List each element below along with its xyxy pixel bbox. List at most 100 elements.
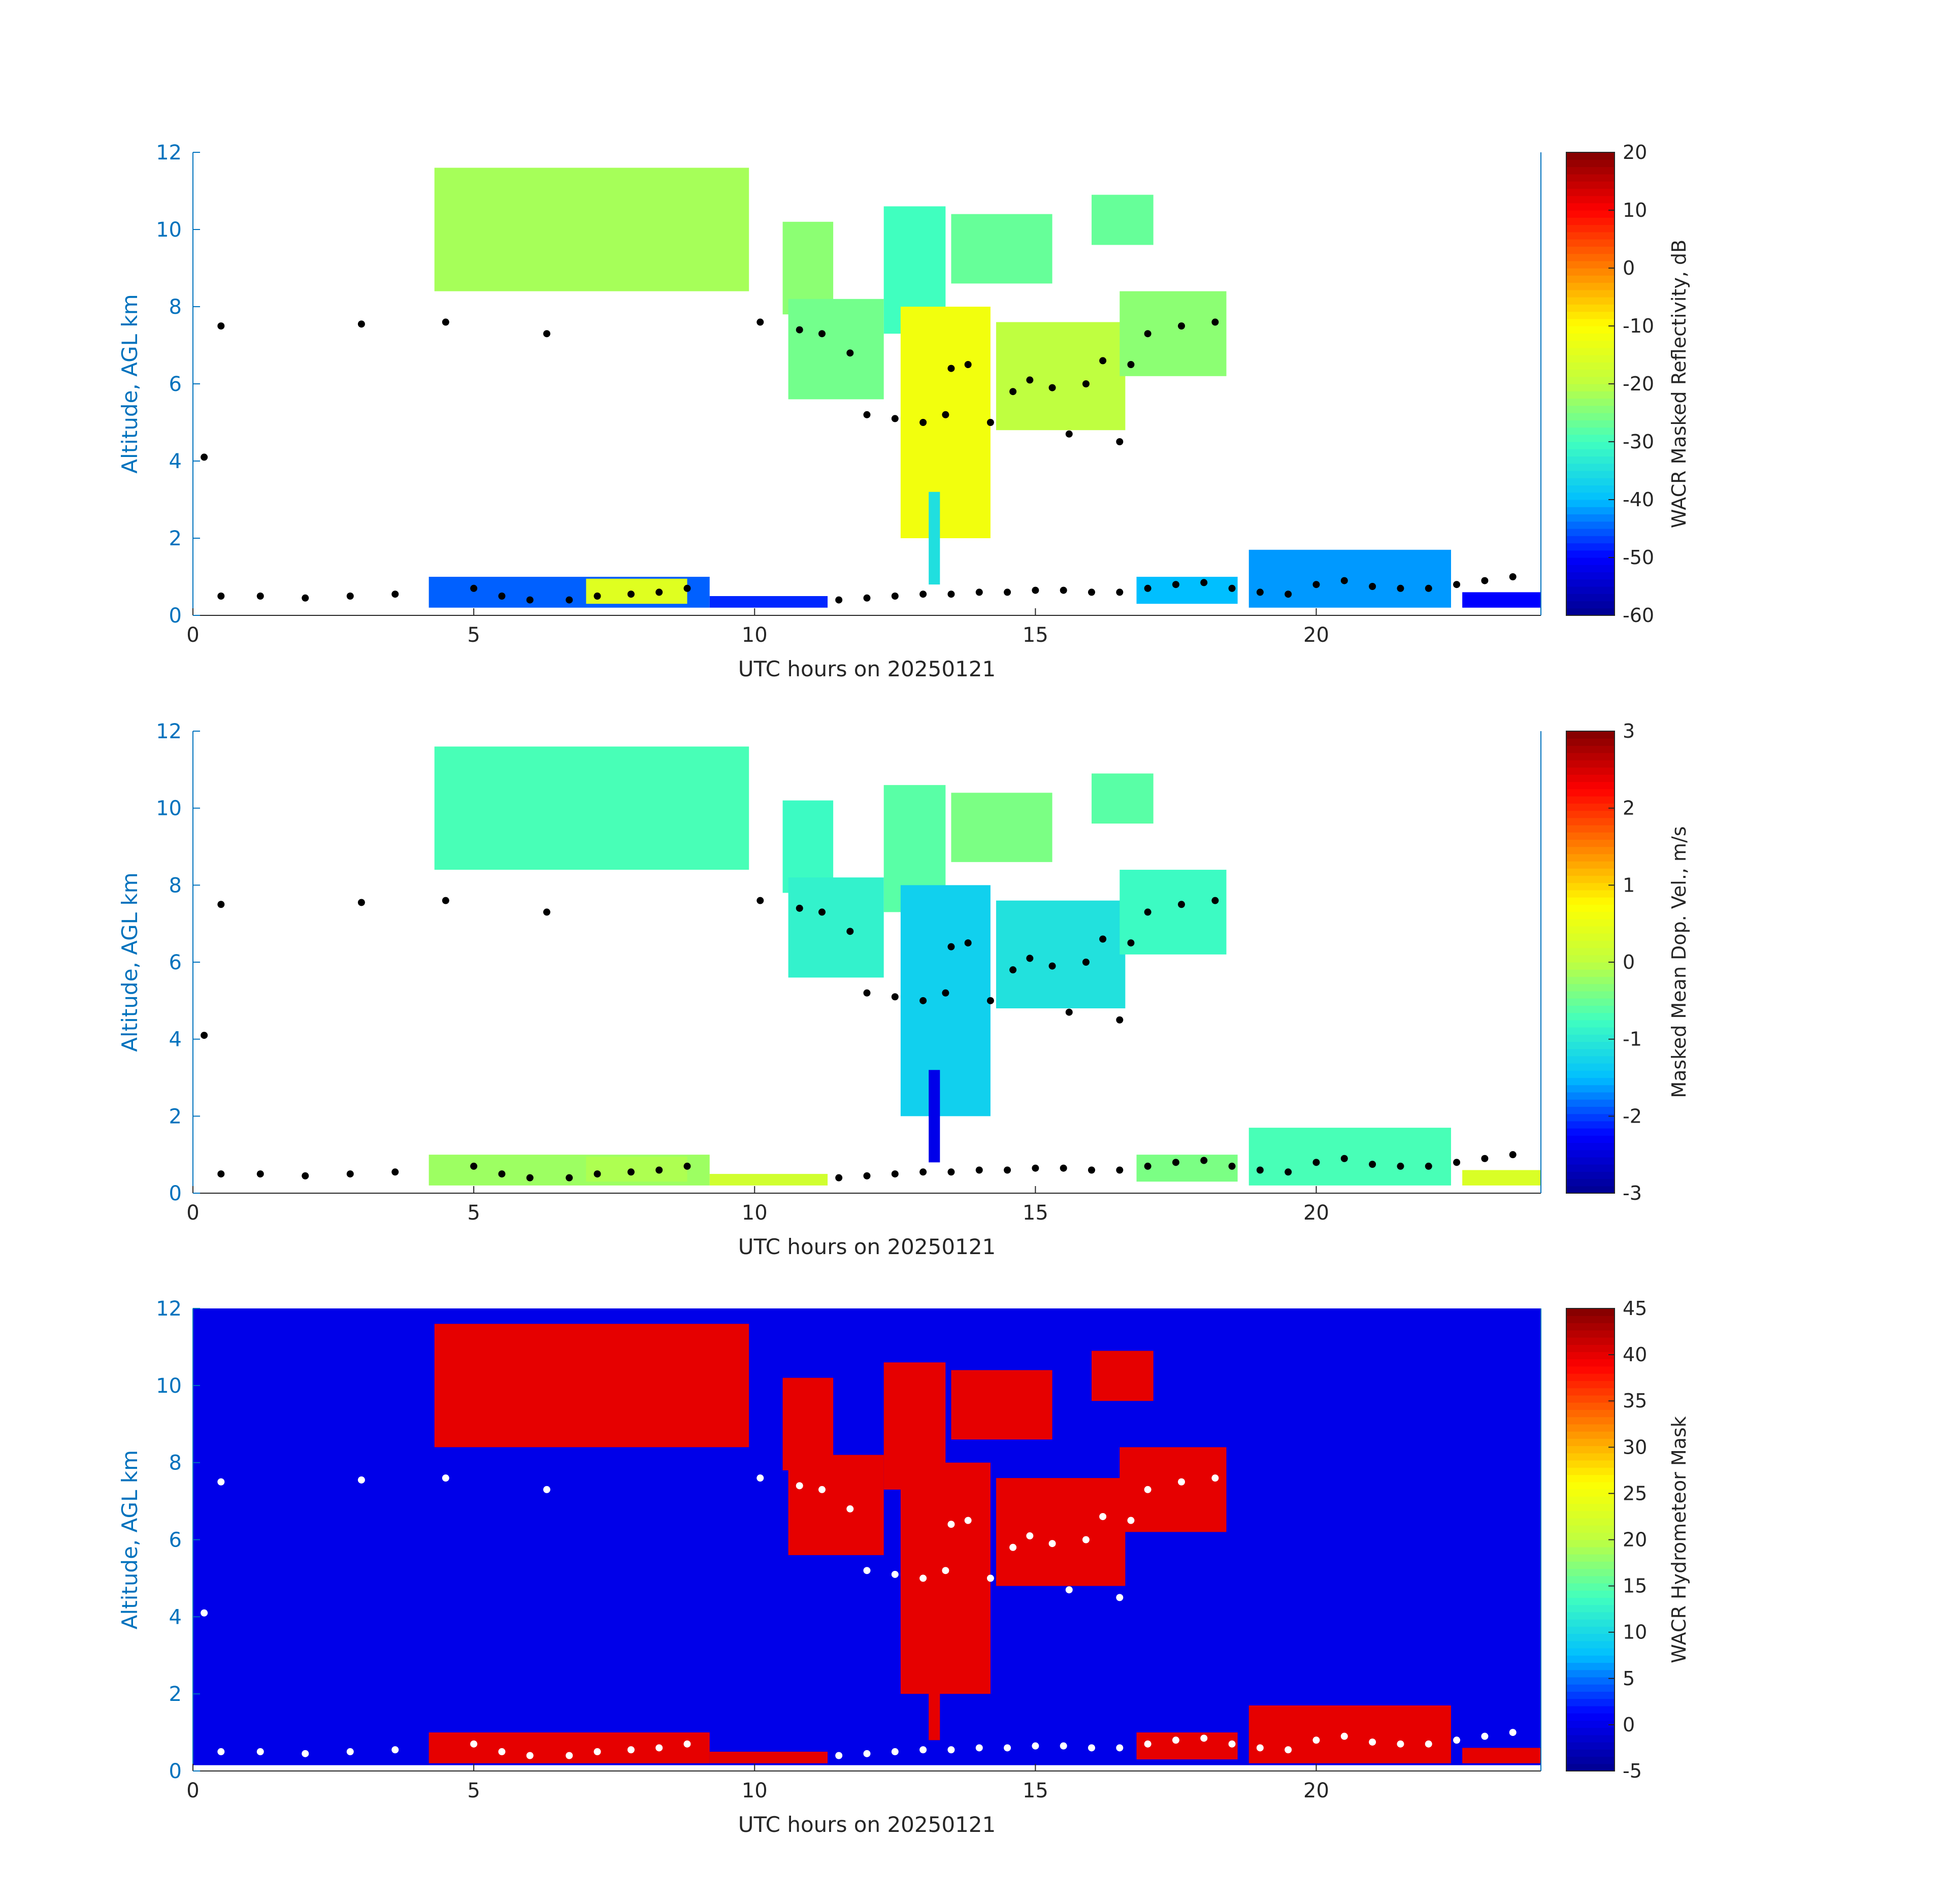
data-cell [586,578,687,604]
colorbar-segment [1566,1402,1615,1410]
colorbar-segment [1566,1547,1615,1555]
colorbar-segment [1566,1352,1615,1360]
cloud-base-point [1481,1155,1489,1162]
colorbar-tick-label: 10 [1623,199,1647,221]
y-axis-label: Altitude, AGL km [117,294,142,473]
colorbar-segment [1566,1677,1615,1685]
cloud-base-point [1312,581,1320,588]
cloud-base-point [1060,1742,1067,1750]
cloud-base-point [796,904,803,912]
colorbar-segment [1566,962,1615,970]
cloud-base-point [891,593,899,600]
y-tick-label: 10 [156,797,182,820]
colorbar-tick-label: -5 [1623,1760,1642,1782]
colorbar-segment [1566,224,1615,233]
colorbar-tick-label: -10 [1623,315,1654,337]
cloud-base-point [1172,1159,1179,1166]
cloud-base-point [217,1748,225,1756]
x-axis-label: UTC hours on 20250121 [738,1812,996,1837]
data-cell [1120,1447,1227,1532]
colorbar-segment [1566,1106,1615,1114]
colorbar-segment [1566,1344,1615,1353]
data-cell [929,491,940,585]
cloud-base-point [1082,959,1090,966]
data-cell [1136,1155,1238,1182]
cloud-base-point [1116,1016,1124,1024]
cloud-base-point [1144,1486,1151,1493]
cloud-base-point [1144,1162,1151,1170]
colorbar-segment [1566,1186,1615,1194]
data-cell [900,1462,991,1694]
data-cell [586,1734,687,1760]
cloud-base-point [964,939,972,947]
colorbar: -60 -50 -40 -30 -20 -10 0 10 20 WACR Masked Refle… [1566,141,1690,627]
colorbar-segment [1566,347,1615,355]
cloud-base-point [627,590,635,598]
colorbar-segment [1566,1417,1615,1425]
cloud-base-point [346,1748,354,1756]
colorbar-tick-label: 25 [1623,1482,1647,1504]
cloud-base-point [835,1174,843,1181]
colorbar-segment [1566,731,1615,739]
cloud-base-point [526,1752,534,1759]
cloud-base-point [1026,1532,1034,1539]
colorbar-segment [1566,485,1615,493]
colorbar-segment [1566,608,1615,616]
y-tick-label: 6 [169,373,182,396]
cloud-base-point [655,1166,663,1174]
cloud-base-point [1144,1740,1151,1748]
data-cell [951,793,1052,862]
cloud-base-point [891,415,899,422]
colorbar-segment [1566,1041,1615,1049]
cloud-base-point [975,1744,983,1752]
colorbar-segment [1566,391,1615,399]
cloud-base-point [1116,1594,1124,1601]
data-cell [929,1070,940,1163]
cloud-base-point [1144,908,1151,916]
colorbar-segment [1566,846,1615,855]
data-cell [1136,577,1238,604]
colorbar-segment [1566,282,1615,290]
cloud-base-point [863,594,871,602]
colorbar-segment [1566,159,1615,168]
colorbar-segment [1566,1388,1615,1396]
colorbar-segment [1566,1366,1615,1374]
colorbar-tick-label: 3 [1623,720,1635,742]
y-tick-label: 12 [156,1297,182,1321]
cloud-base-point [594,1170,601,1178]
cloud-base-point [796,326,803,334]
cloud-base-point [526,1174,534,1181]
colorbar-segment [1566,1453,1615,1461]
cloud-base-point [846,349,854,357]
cloud-base-point [256,1748,264,1756]
cloud-base-point [1060,1164,1067,1172]
cloud-base-point [217,322,225,330]
colorbar-segment [1566,195,1615,204]
colorbar-segment [1566,789,1615,797]
colorbar: -5 0 5 10 15 20 25 30 35 40 45 WACR Hydrometeor Mas… [1566,1297,1690,1782]
data-cell [434,1324,749,1448]
colorbar-segment [1566,232,1615,240]
x-tick-label: 10 [742,1779,768,1802]
colorbar-segment [1566,550,1615,558]
colorbar-segment [1566,983,1615,992]
cloud-base-point [947,1521,955,1528]
colorbar-tick-label: -30 [1623,431,1654,453]
data-cell [788,1455,884,1555]
cloud-base-point [1256,1166,1264,1174]
colorbar-segment [1566,1171,1615,1179]
colorbar-tick-label: -3 [1623,1182,1642,1204]
cloud-base-point [1144,584,1151,592]
data-cell [951,1370,1052,1440]
colorbar-segment [1566,1381,1615,1389]
colorbar-segment [1566,1604,1615,1613]
cloud-base-point [1228,1162,1236,1170]
cloud-base-point [442,318,449,326]
colorbar-segment [1566,1734,1615,1743]
colorbar-tick-label: -1 [1623,1028,1642,1051]
cloud-base-point [566,1752,573,1759]
cloud-base-point [1211,1474,1219,1482]
colorbar-tick-label: 40 [1623,1343,1647,1366]
cloud-base-point [655,588,663,596]
